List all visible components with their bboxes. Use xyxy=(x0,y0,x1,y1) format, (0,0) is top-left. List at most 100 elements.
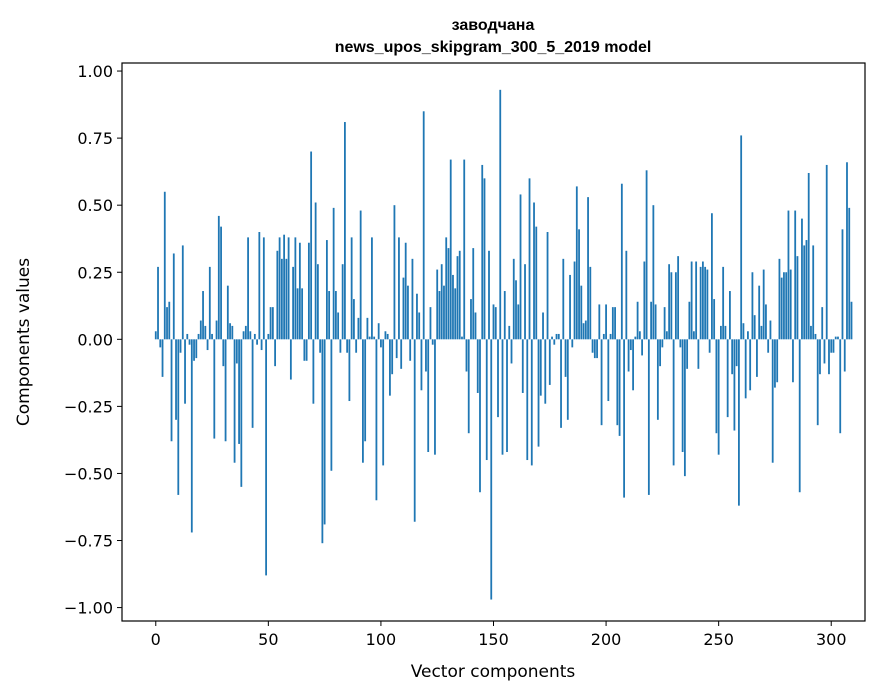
bar-257 xyxy=(733,339,736,431)
bar-300 xyxy=(830,339,833,353)
bar-200 xyxy=(605,304,607,340)
bar-219 xyxy=(647,339,650,495)
bar-304 xyxy=(839,339,842,434)
bar-193 xyxy=(589,266,592,340)
bar-164 xyxy=(524,264,526,340)
bar-49 xyxy=(265,339,267,576)
bar-258 xyxy=(735,339,738,367)
bar-121 xyxy=(427,339,430,452)
bar-179 xyxy=(557,333,560,340)
bar-163 xyxy=(521,339,524,393)
bar-296 xyxy=(821,307,824,340)
bar-270 xyxy=(762,269,765,340)
bar-192 xyxy=(587,197,589,340)
bar-106 xyxy=(393,205,396,340)
bar-302 xyxy=(834,336,837,340)
bar-241 xyxy=(697,339,700,369)
bar-151 xyxy=(494,307,497,340)
bar-74 xyxy=(321,339,324,544)
bar-100 xyxy=(380,339,382,348)
bar-68 xyxy=(307,242,310,340)
bar-61 xyxy=(292,266,295,340)
bar-288 xyxy=(803,245,806,340)
bar-306 xyxy=(843,339,846,372)
bar-174 xyxy=(546,232,549,340)
bar-189 xyxy=(580,285,583,340)
bar-185 xyxy=(571,339,574,348)
bar-237 xyxy=(688,301,691,340)
bar-22 xyxy=(204,325,207,340)
bar-211 xyxy=(629,339,632,351)
bar-280 xyxy=(785,272,788,340)
bar-89 xyxy=(355,339,358,353)
bar-12 xyxy=(181,245,184,340)
bar-15 xyxy=(188,339,191,345)
bar-26 xyxy=(213,339,216,439)
chart-title-line-1: заводчана xyxy=(452,17,535,34)
bar-51 xyxy=(269,307,272,340)
bar-95 xyxy=(368,336,371,340)
bar-278 xyxy=(780,277,783,340)
bar-91 xyxy=(359,210,362,340)
bar-44 xyxy=(253,333,256,340)
bar-242 xyxy=(699,266,702,340)
bar-40 xyxy=(244,325,247,340)
x-tick-label-100: 100 xyxy=(366,630,397,649)
y-axis-label: Components values xyxy=(14,258,34,426)
bar-279 xyxy=(783,272,785,340)
bar-111 xyxy=(404,242,407,340)
bar-294 xyxy=(816,339,819,426)
bar-264 xyxy=(749,339,752,391)
bar-108 xyxy=(398,237,400,340)
bar-252 xyxy=(722,266,725,340)
bar-165 xyxy=(526,339,529,461)
bar-248 xyxy=(713,299,716,340)
bar-71 xyxy=(314,202,317,340)
bar-235 xyxy=(683,339,686,477)
bar-272 xyxy=(767,339,770,353)
bar-168 xyxy=(533,202,535,340)
bar-130 xyxy=(447,248,450,340)
bar-131 xyxy=(449,159,452,340)
bar-104 xyxy=(389,339,391,396)
bar-303 xyxy=(837,336,839,340)
bar-291 xyxy=(810,325,812,340)
bar-183 xyxy=(566,339,569,420)
bar-289 xyxy=(805,240,808,340)
bar-233 xyxy=(679,339,682,348)
bar-153 xyxy=(499,89,502,340)
bar-series xyxy=(154,89,853,600)
bar-75 xyxy=(323,339,326,525)
bar-92 xyxy=(362,339,364,463)
bar-11 xyxy=(179,339,182,353)
bar-62 xyxy=(294,237,297,340)
bar-251 xyxy=(720,325,722,340)
bar-220 xyxy=(650,301,653,340)
bar-107 xyxy=(395,339,398,359)
bar-223 xyxy=(656,339,659,420)
bar-30 xyxy=(222,339,225,367)
bar-218 xyxy=(645,170,648,340)
bar-9 xyxy=(175,339,177,420)
bar-180 xyxy=(560,339,562,428)
bar-275 xyxy=(774,339,776,388)
bar-8 xyxy=(172,253,175,340)
bar-181 xyxy=(562,258,565,340)
bar-60 xyxy=(289,339,292,380)
bar-171 xyxy=(539,339,542,396)
bar-85 xyxy=(346,339,349,353)
bar-206 xyxy=(618,339,621,436)
bar-72 xyxy=(316,264,319,340)
bar-196 xyxy=(596,339,598,359)
bar-33 xyxy=(229,323,231,340)
bar-0 xyxy=(154,331,157,340)
bar-98 xyxy=(375,339,378,501)
bar-198 xyxy=(600,339,603,426)
bar-226 xyxy=(663,307,666,340)
bar-234 xyxy=(681,339,684,452)
bar-160 xyxy=(515,280,517,340)
bar-94 xyxy=(366,317,369,340)
bar-142 xyxy=(474,312,477,340)
x-axis-ticks: 0 50 100 150 200 250 300 xyxy=(151,621,847,649)
bar-240 xyxy=(695,261,698,340)
